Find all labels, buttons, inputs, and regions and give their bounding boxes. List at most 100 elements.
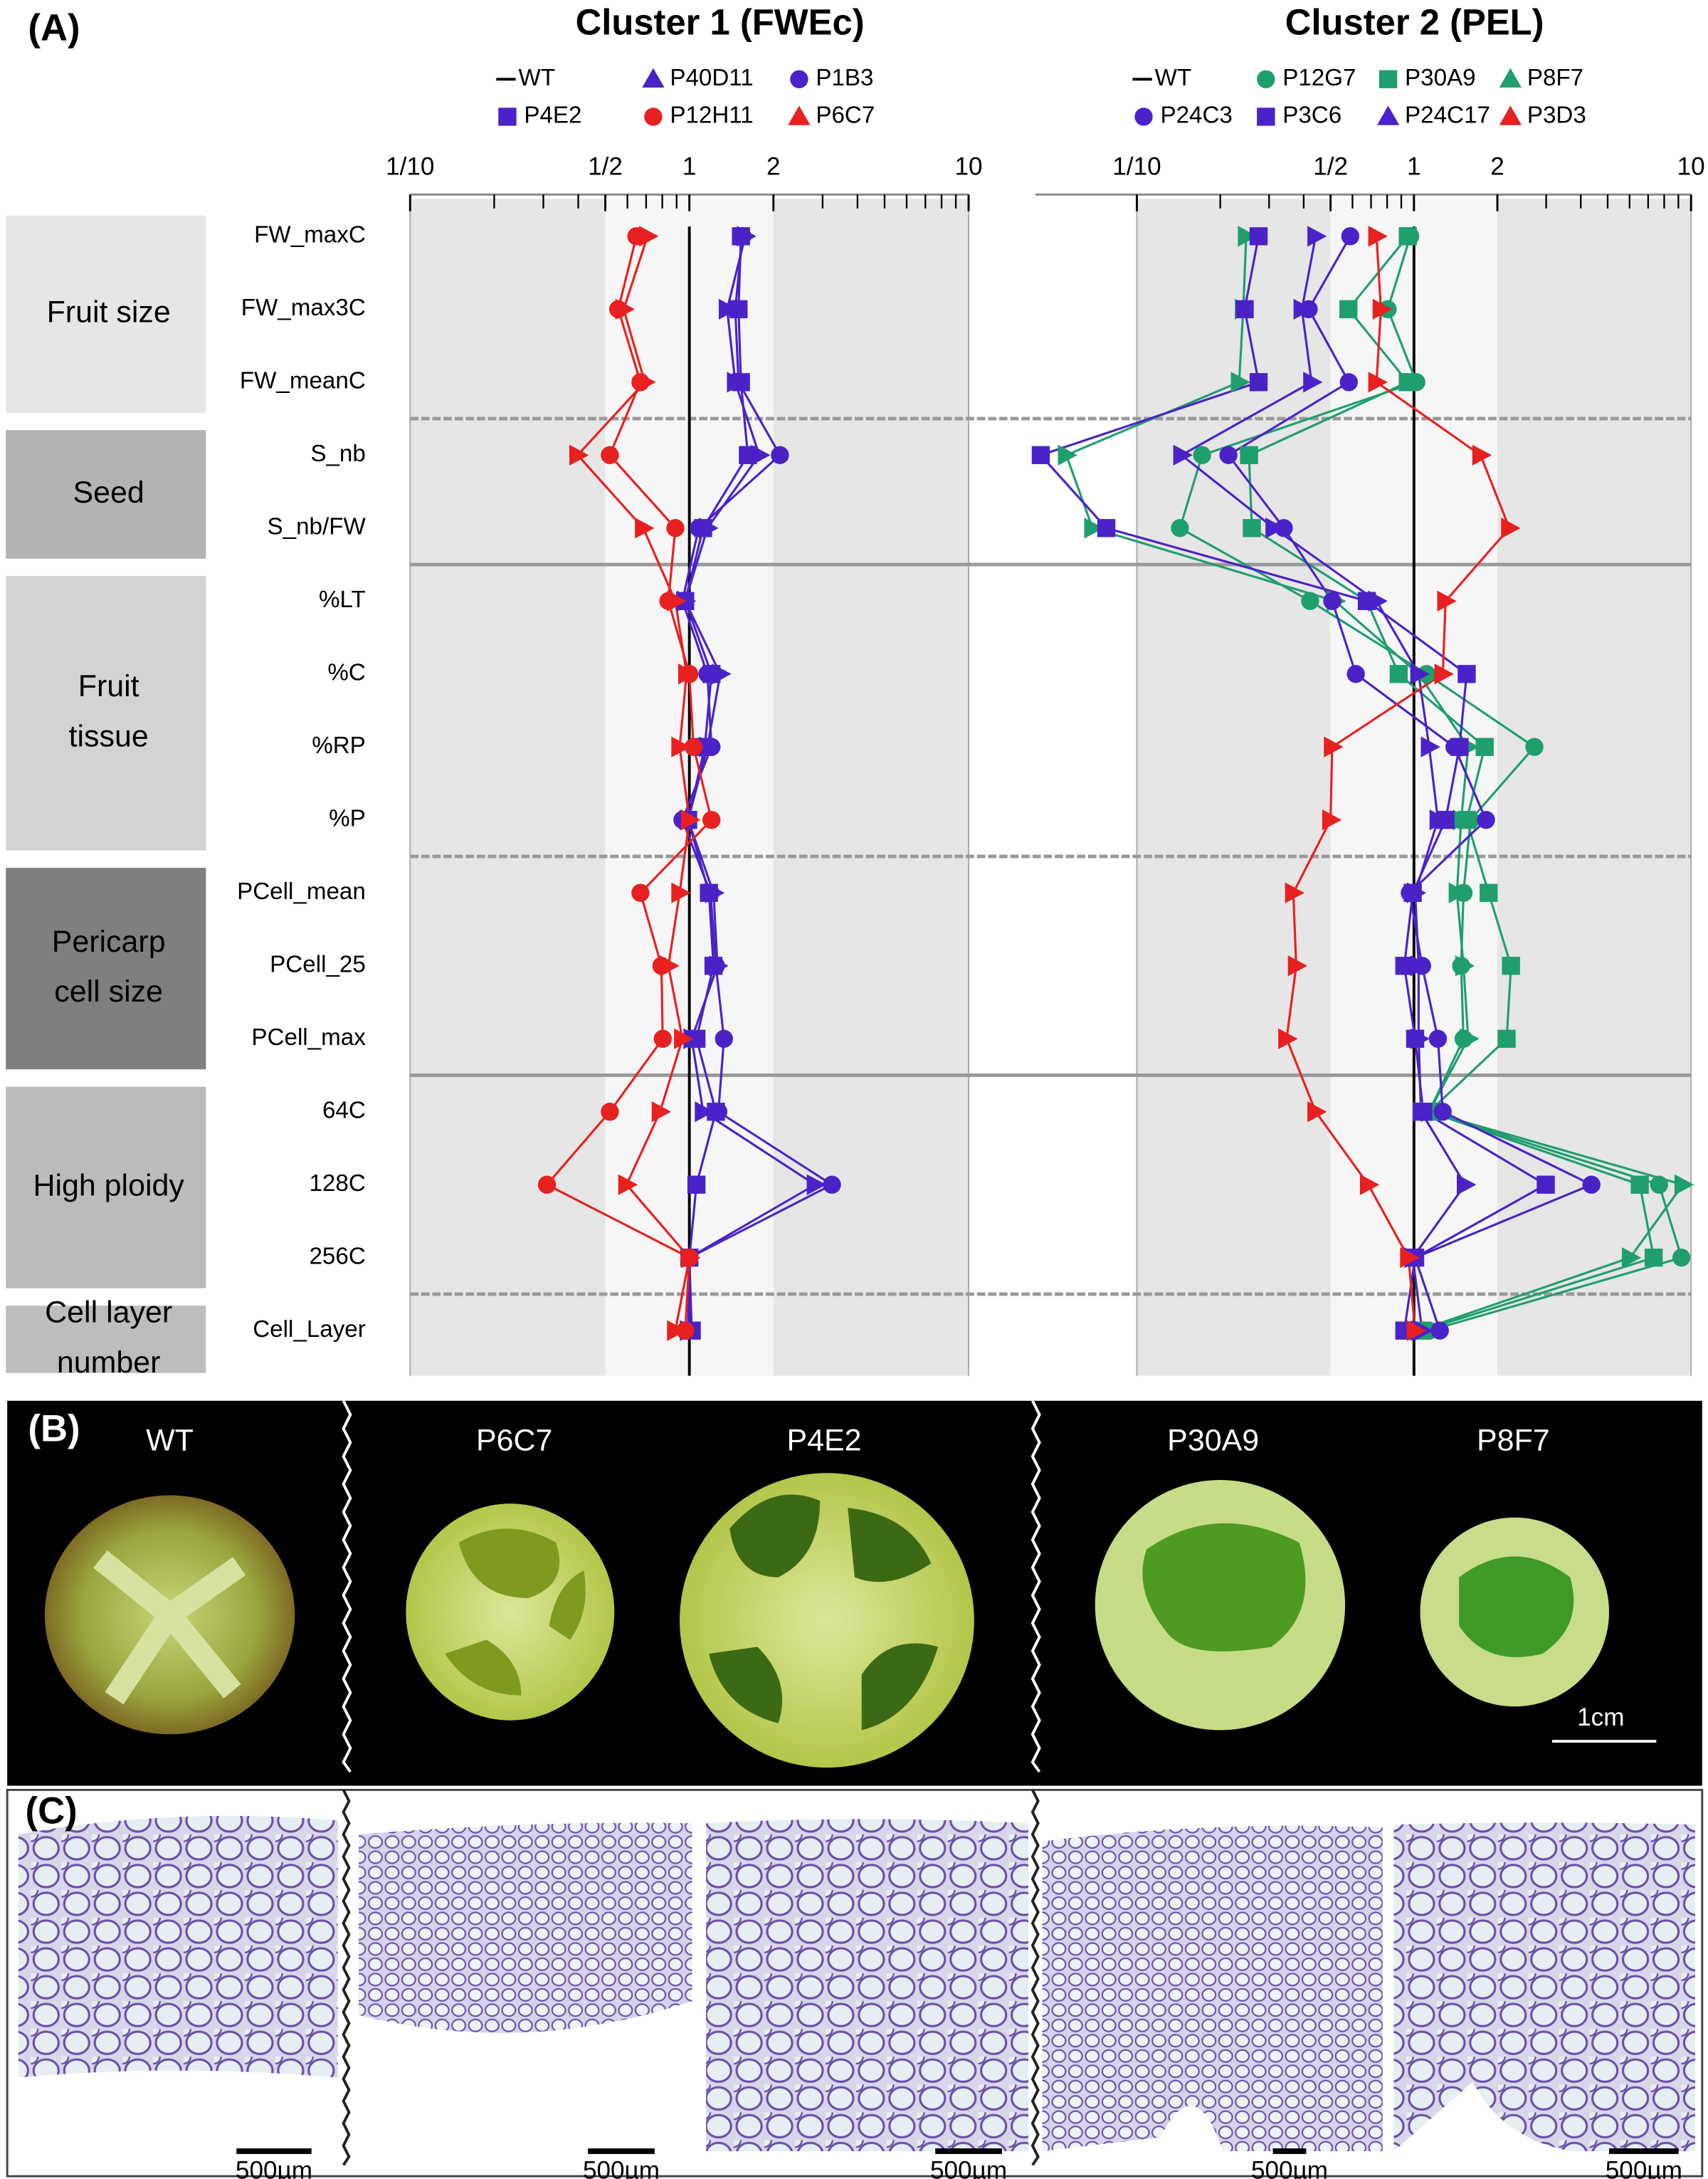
- legend-label: P12H11: [670, 103, 753, 129]
- marker: [1536, 1175, 1555, 1194]
- group-label: Seed: [73, 476, 144, 510]
- series-line: [1285, 236, 1511, 1331]
- trait-label: FW_meanC: [240, 368, 366, 394]
- marker: [1389, 665, 1408, 683]
- band: [1497, 199, 1692, 1376]
- marker: [1477, 811, 1495, 829]
- group-box: [6, 215, 206, 413]
- group-box: [6, 1306, 206, 1373]
- sample-label: P6C7: [476, 1424, 552, 1458]
- x-tick-label: 10: [1677, 152, 1705, 180]
- series-line: [1038, 236, 1549, 1331]
- legend-label: P8F7: [1527, 65, 1583, 91]
- legend-label: P40D11: [670, 65, 753, 91]
- series-line: [545, 236, 713, 1331]
- trait-label: S_nb: [310, 441, 365, 467]
- panel-label: (B): [28, 1408, 80, 1450]
- marker: [732, 227, 750, 246]
- marker: [702, 811, 721, 829]
- legend-swatch: [498, 107, 517, 126]
- group-label: tissue: [69, 719, 149, 753]
- marker: [1058, 444, 1077, 466]
- marker: [1429, 809, 1450, 831]
- marker: [671, 882, 691, 903]
- legend-label: P24C3: [1160, 103, 1232, 129]
- marker: [1650, 1175, 1669, 1194]
- trait-label: Cell_Layer: [253, 1316, 366, 1343]
- sample-label: P30A9: [1167, 1424, 1259, 1458]
- group-label: High ploidy: [33, 1168, 184, 1202]
- legend-swatch: [1257, 70, 1275, 88]
- group-label: Pericarp: [52, 925, 166, 959]
- sample-label: WT: [146, 1424, 194, 1458]
- marker: [1339, 373, 1358, 392]
- trait-label: PCell_mean: [237, 878, 366, 905]
- marker: [704, 957, 723, 975]
- marker: [1672, 1249, 1691, 1267]
- marker: [715, 1029, 733, 1048]
- legend-swatch: [1376, 105, 1400, 125]
- marker: [1301, 592, 1319, 611]
- marker: [1630, 1175, 1649, 1194]
- legend-swatch: [642, 68, 665, 88]
- marker: [1265, 518, 1285, 539]
- marker: [1582, 1175, 1601, 1194]
- scale-bar-label: 500µm: [930, 2157, 1007, 2179]
- marker: [1621, 1247, 1642, 1269]
- marker: [1339, 300, 1358, 319]
- marker: [1097, 519, 1116, 537]
- legend-swatch: [790, 70, 808, 88]
- x-tick-label: 1/10: [1112, 152, 1161, 180]
- marker: [1240, 446, 1258, 465]
- marker: [678, 663, 698, 685]
- trait-label: FW_max3C: [241, 295, 366, 321]
- trait-label: 64C: [322, 1098, 366, 1124]
- marker: [1171, 519, 1189, 537]
- legend-swatch: [644, 107, 663, 126]
- series-line: [1179, 236, 1467, 1331]
- marker: [1323, 592, 1341, 611]
- marker: [1285, 882, 1304, 903]
- group-label: Cell layer: [45, 1296, 172, 1330]
- marker: [537, 1175, 557, 1194]
- marker: [1219, 446, 1238, 465]
- marker: [1031, 446, 1050, 465]
- series-line: [576, 236, 691, 1331]
- marker: [653, 1029, 672, 1048]
- legend-label: WT: [1155, 65, 1192, 91]
- sample-label: P8F7: [1477, 1424, 1550, 1458]
- group-box: [6, 868, 206, 1070]
- group-label: cell size: [54, 975, 163, 1009]
- marker: [1249, 373, 1268, 392]
- marker: [1644, 1249, 1663, 1267]
- marker: [666, 519, 685, 537]
- marker: [1341, 227, 1360, 246]
- marker: [1406, 1320, 1427, 1341]
- marker: [729, 300, 748, 319]
- marker: [1238, 226, 1258, 247]
- marker: [1324, 736, 1344, 757]
- marker: [694, 519, 712, 537]
- marker: [695, 1101, 715, 1123]
- series-line: [1226, 236, 1595, 1331]
- chart-title: Cluster 1 (FWEc): [576, 2, 865, 43]
- band: [410, 199, 606, 1376]
- legend-label: P12G7: [1282, 65, 1356, 91]
- x-tick-label: 1: [682, 152, 697, 180]
- marker: [1472, 444, 1492, 466]
- marker: [700, 883, 718, 902]
- trait-label: 256C: [310, 1243, 366, 1269]
- legend-label: P4E2: [524, 103, 581, 129]
- legend-swatch: [788, 105, 811, 125]
- trait-label: PCell_25: [270, 952, 366, 978]
- band: [1413, 199, 1498, 1376]
- marker: [1437, 590, 1457, 611]
- trait-label: %C: [327, 660, 365, 686]
- scale-bar-label: 500µm: [1606, 2157, 1682, 2179]
- marker: [732, 373, 750, 392]
- marker: [1303, 372, 1323, 393]
- marker: [680, 809, 701, 831]
- series-line: [1179, 236, 1683, 1332]
- marker: [1398, 373, 1417, 392]
